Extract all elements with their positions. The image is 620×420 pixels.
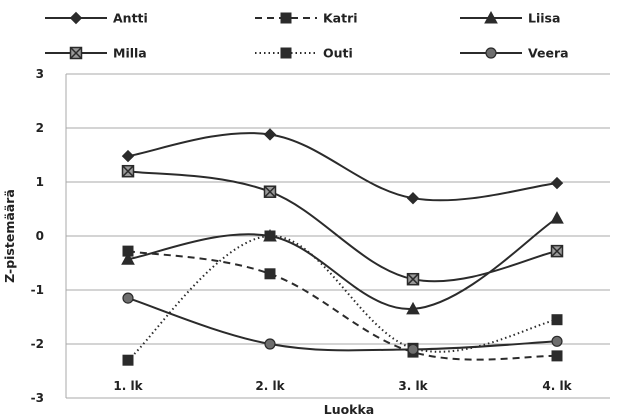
y-axis-title: Z-pistemäärä: [2, 189, 17, 283]
legend-marker-katri: [280, 12, 292, 24]
y-tick-label: -2: [31, 337, 44, 351]
series-veera: [122, 292, 563, 355]
data-point-outi: [551, 314, 563, 326]
data-point-veera: [407, 343, 419, 355]
data-point-veera: [264, 338, 276, 350]
data-point-antti: [263, 128, 277, 141]
data-point-katri: [264, 268, 276, 280]
series-line-milla: [127, 170, 558, 283]
legend-marker-milla: [69, 46, 83, 60]
series-line-veera: [127, 297, 558, 352]
data-point-antti: [550, 176, 564, 190]
y-tick-label: 1: [36, 175, 44, 189]
x-tick-label: 1. lk: [113, 379, 143, 393]
legend-marker-outi: [280, 47, 292, 59]
data-point-milla: [263, 185, 277, 198]
legend-label-milla: Milla: [113, 46, 147, 61]
series-line-liisa: [127, 217, 558, 310]
series-milla: [121, 164, 564, 286]
y-tick-label: -1: [31, 283, 44, 297]
x-tick-label: 2. lk: [255, 379, 285, 393]
data-point-outi: [122, 354, 134, 366]
series-antti: [121, 128, 564, 205]
y-axis-ticks: -3 -2 -1 0 1 2 3: [31, 67, 44, 405]
legend-item-outi: Outi: [255, 46, 353, 61]
legend-label-outi: Outi: [323, 46, 353, 61]
legend-item-antti: Antti: [45, 11, 148, 26]
data-point-antti: [406, 191, 420, 205]
data-point-milla: [121, 164, 135, 178]
data-point-outi: [264, 230, 276, 242]
legend-item-liisa: Liisa: [460, 11, 560, 26]
legend-item-katri: Katri: [255, 11, 358, 26]
data-point-veera: [122, 292, 134, 304]
data-point-veera: [551, 335, 563, 347]
legend-label-liisa: Liisa: [528, 11, 560, 26]
series-line-outi: [127, 234, 558, 361]
legend: Antti Katri Liisa Milla Outi Veera: [45, 11, 569, 61]
legend-marker-liisa: [484, 10, 498, 24]
x-axis-ticks: 1. lk 2. lk 3. lk 4. lk: [113, 379, 572, 393]
series-line-katri: [127, 250, 558, 361]
legend-item-milla: Milla: [45, 46, 147, 61]
y-tick-label: 2: [36, 121, 44, 135]
x-tick-label: 3. lk: [398, 379, 428, 393]
y-tick-label: 0: [36, 229, 44, 243]
grid-layer: [65, 73, 610, 399]
x-tick-label: 4. lk: [542, 379, 572, 393]
data-point-liisa: [550, 211, 564, 224]
series-layer: [121, 128, 564, 366]
legend-label-katri: Katri: [323, 11, 358, 26]
series-liisa: [121, 211, 564, 315]
data-point-liisa: [406, 301, 420, 315]
legend-label-antti: Antti: [113, 11, 148, 26]
x-axis-title: Luokka: [324, 402, 375, 417]
series-line-antti: [127, 132, 558, 202]
data-point-liisa: [121, 252, 135, 265]
legend-marker-antti: [69, 11, 83, 25]
data-point-milla: [406, 272, 420, 286]
legend-label-veera: Veera: [528, 46, 569, 61]
y-tick-label: -3: [31, 391, 44, 405]
legend-item-veera: Veera: [460, 46, 569, 61]
data-point-katri: [551, 350, 563, 362]
legend-marker-veera: [485, 47, 497, 59]
data-point-milla: [550, 244, 564, 258]
y-tick-label: 3: [36, 67, 44, 81]
data-point-antti: [121, 149, 135, 163]
